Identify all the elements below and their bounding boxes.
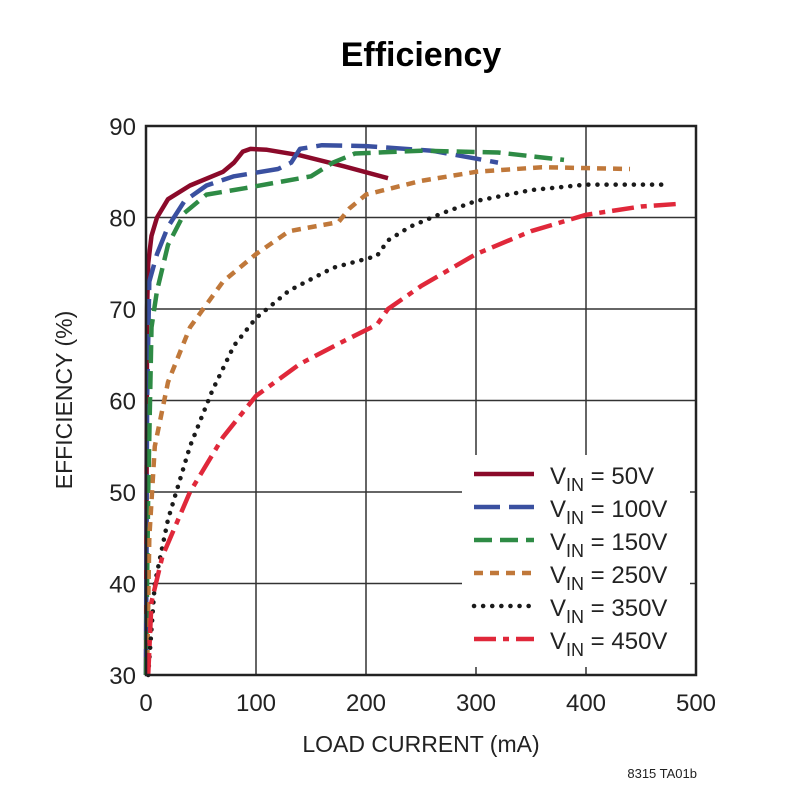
y-tick-label: 60 (109, 389, 136, 416)
series-line-6 (145, 201, 680, 676)
chart-title: Efficiency (341, 36, 502, 74)
legend-label-sub: IN (566, 541, 584, 561)
legend-label-sub: IN (566, 640, 584, 660)
x-tick-label: 400 (566, 690, 606, 717)
legend-label-rest: = 450V (584, 628, 667, 655)
series-line-1 (143, 146, 389, 676)
legend-label: VIN = 250V (550, 562, 667, 594)
legend-label-rest: = 100V (584, 496, 667, 523)
plot-frame (144, 124, 698, 677)
legend-label-main: V (550, 562, 566, 589)
legend-label-sub: IN (566, 475, 584, 495)
y-tick-label: 30 (109, 663, 136, 690)
legend-label-main: V (550, 595, 566, 622)
legend-label-sub: IN (566, 607, 584, 627)
legend-label-rest: = 250V (584, 562, 667, 589)
legend-label: VIN = 350V (550, 595, 667, 627)
y-tick-label: 50 (109, 480, 136, 507)
legend-label-main: V (550, 463, 566, 490)
y-tick-label: 40 (109, 572, 136, 599)
legend-label-rest: = 50V (584, 463, 654, 490)
legend-label-main: V (550, 529, 566, 556)
y-tick-label: 80 (109, 206, 136, 233)
y-axis-label: EFFICIENCY (%) (51, 311, 77, 489)
legend-label: VIN = 50V (550, 463, 654, 495)
y-tick-label: 70 (109, 297, 136, 324)
x-axis-label: LOAD CURRENT (mA) (302, 731, 539, 757)
x-tick-label: 300 (456, 690, 496, 717)
series-line-5 (145, 182, 666, 678)
series-line-4 (144, 164, 631, 676)
x-tick-label: 100 (236, 690, 276, 717)
figure-note: 8315 TA01b (627, 766, 697, 781)
legend-label-sub: IN (566, 574, 584, 594)
tick-labels: 0 100 200 300 400 500 30 40 50 60 70 80 90 (109, 114, 716, 717)
legend-label-main: V (550, 496, 566, 523)
x-tick-label: 500 (676, 690, 716, 717)
x-tick-label: 200 (346, 690, 386, 717)
legend-label: VIN = 450V (550, 628, 667, 660)
legend-label-sub: IN (566, 508, 584, 528)
series-group (143, 142, 680, 678)
legend-background (462, 455, 690, 667)
series-line-2 (143, 142, 499, 676)
legend-label: VIN = 150V (550, 529, 667, 561)
legend-label-rest: = 350V (584, 595, 667, 622)
legend-label-rest: = 150V (584, 529, 667, 556)
series-line-3 (143, 148, 565, 676)
x-tick-label: 0 (139, 690, 152, 717)
legend-label-main: V (550, 628, 566, 655)
y-tick-label: 90 (109, 114, 136, 141)
legend-label: VIN = 100V (550, 496, 667, 528)
